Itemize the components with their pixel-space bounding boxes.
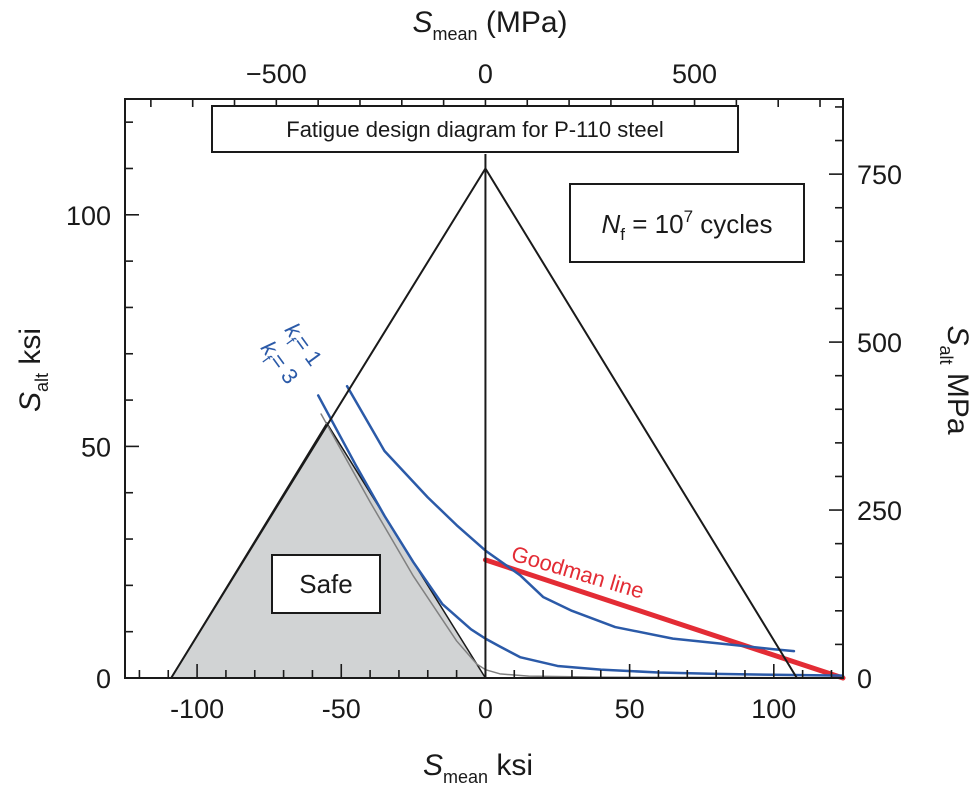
goodman-line (482, 557, 846, 681)
x-tick-label: -100 (170, 694, 224, 724)
x-tick-label: 100 (751, 694, 796, 724)
kf3-curve (316, 394, 845, 677)
kf1-curve (345, 384, 796, 653)
safe-region (169, 421, 487, 679)
chart-title: Fatigue design diagram for P-110 steel (286, 117, 663, 142)
x-axis-label: Smean ksi (423, 749, 533, 787)
safe-box (271, 554, 381, 614)
cycles-box (569, 183, 805, 263)
right-tick-label: 0 (857, 664, 872, 694)
top-axis-label: Smean (MPa) (412, 6, 567, 44)
right-axis-label: Salt MPa (936, 325, 974, 434)
y-axis-label: Salt ksi (14, 328, 52, 412)
y-tick-label: 0 (96, 664, 111, 694)
right-tick-label: 500 (857, 328, 902, 358)
cycles-annotation: Nf = 107 cycles (601, 207, 772, 244)
top-tick-label: −500 (246, 59, 307, 89)
safe-label: Safe (299, 569, 353, 599)
x-tick-label: -50 (322, 694, 361, 724)
x-tick-label: 50 (615, 694, 645, 724)
y-tick-label: 50 (81, 432, 111, 462)
top-tick-label: 0 (478, 59, 493, 89)
right-tick-label: 250 (857, 496, 902, 526)
right-tick-label: 750 (857, 160, 902, 190)
top-tick-label: 500 (672, 59, 717, 89)
y-tick-label: 100 (66, 201, 111, 231)
title-box (211, 105, 739, 153)
plot-frame (124, 98, 844, 679)
x-tick-label: 0 (478, 694, 493, 724)
